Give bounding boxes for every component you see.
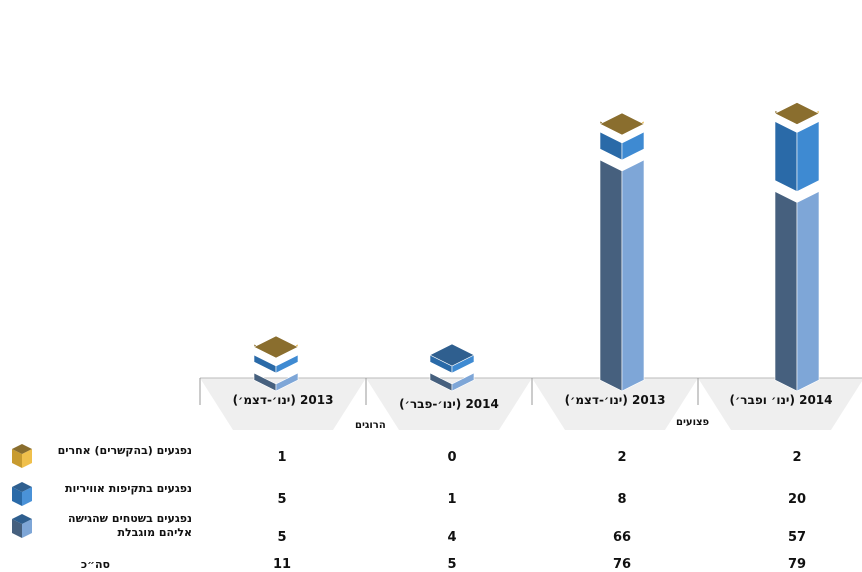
total-cell: 11 xyxy=(272,557,292,572)
row-label: נפגעים (בהקשרים) אחרים xyxy=(57,444,192,457)
totals-label: סה״כ xyxy=(80,558,110,571)
table-cell: 2 xyxy=(617,450,627,465)
floor-shadow xyxy=(200,378,366,430)
table-cell: 5 xyxy=(277,530,287,545)
x-tick-label: 2013 (ינו׳-דצמ׳) xyxy=(232,393,334,407)
bar-top xyxy=(599,112,645,136)
legend-cube-icon xyxy=(12,482,32,506)
floor-shadow xyxy=(366,378,532,430)
bar-segment xyxy=(275,354,299,374)
bar-segment xyxy=(599,159,623,392)
table-cell: 8 xyxy=(617,492,627,507)
bar-segment xyxy=(774,121,798,192)
bar-segment xyxy=(621,159,645,392)
group-label: הרוגים xyxy=(355,420,386,431)
bar-top xyxy=(429,343,475,367)
floor-shadow xyxy=(532,378,698,430)
bar-segment xyxy=(275,372,299,392)
bar-segment xyxy=(796,121,820,192)
table-cell: 1 xyxy=(277,450,287,465)
bar-stack xyxy=(253,335,299,392)
bar-segment xyxy=(774,191,798,392)
table-cell: 1 xyxy=(447,492,457,507)
total-cell: 79 xyxy=(787,557,807,572)
table-cell: 0 xyxy=(447,450,457,465)
floor-shadow xyxy=(698,378,862,430)
table-cell: 20 xyxy=(787,492,807,507)
table-cell: 5 xyxy=(277,492,287,507)
total-cell: 76 xyxy=(612,557,632,572)
total-cell: 5 xyxy=(447,557,457,572)
bar-stack xyxy=(599,112,645,392)
x-tick-label: 2013 (ינו׳-דצמ׳) xyxy=(564,393,666,407)
group-label: פצועים xyxy=(676,417,710,428)
legend-cube-icon xyxy=(12,444,32,468)
table-cell: 4 xyxy=(447,530,457,545)
bar-stack xyxy=(429,343,475,392)
x-tick-label: 2014 (ינו׳-פבר׳) xyxy=(399,397,499,411)
bar-segment xyxy=(796,191,820,392)
bar-segment xyxy=(599,131,623,161)
row-label: נפגעים בשטחים שהגישה אליהם מוגבלת xyxy=(68,512,192,539)
table-cell: 66 xyxy=(612,530,632,545)
legend-cube-icon xyxy=(12,514,32,538)
row-label: נפגעים בתקיפות אוויריות xyxy=(64,482,192,495)
table-cell: 2 xyxy=(792,450,802,465)
bar-top xyxy=(774,102,820,125)
bar-stack xyxy=(774,102,820,392)
table-cell: 57 xyxy=(787,530,807,545)
bar-segment xyxy=(621,131,645,161)
bar-top xyxy=(253,335,299,359)
x-tick-label: 2014 (ינו׳ ופבר׳) xyxy=(729,393,833,407)
bar-segment xyxy=(253,354,277,374)
bar-segment xyxy=(451,372,475,392)
